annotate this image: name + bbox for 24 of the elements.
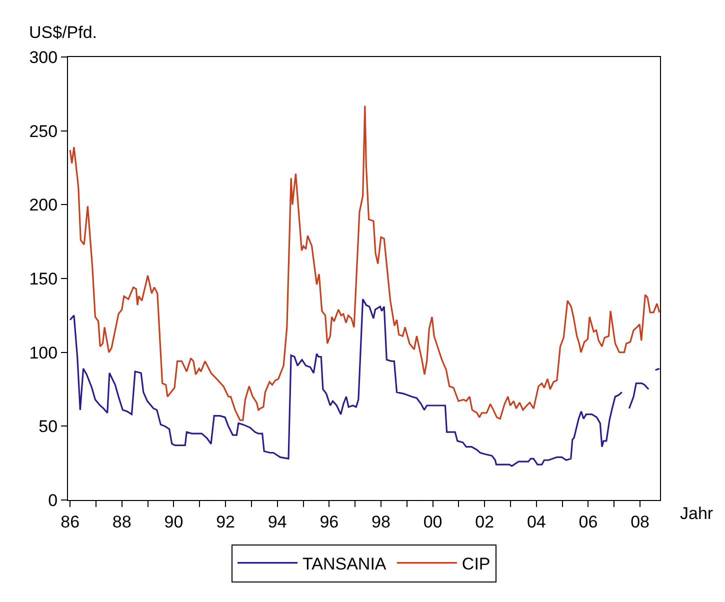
y-tick-label: 300: [29, 48, 58, 67]
x-tick-label: 98: [372, 512, 390, 532]
y-tick-label: 250: [29, 122, 58, 141]
y-axis-title: US$/Pfd.: [29, 23, 98, 42]
x-tick-label: 94: [268, 512, 287, 532]
y-tick-label: 0: [48, 490, 58, 510]
x-axis-title: Jahr: [680, 504, 714, 523]
x-tick-label: 90: [164, 512, 184, 532]
x-tick-label: 06: [578, 512, 598, 532]
y-tick-label: 50: [38, 417, 58, 436]
legend-label: CIP: [462, 554, 490, 574]
x-tick-label: 04: [526, 512, 546, 532]
line-series: [69, 104, 660, 422]
x-tick-label: 00: [423, 512, 442, 532]
x-tick-label: 86: [60, 512, 80, 532]
y-tick-label: 200: [29, 196, 58, 215]
y-tick-label: 150: [29, 269, 58, 288]
x-tick-label: 92: [216, 512, 235, 532]
legend-label: TANSANIA: [302, 554, 387, 574]
x-tick-label: 96: [320, 512, 339, 532]
x-tick-label: 08: [630, 512, 650, 532]
x-tick-label: 88: [112, 512, 132, 532]
y-tick-label: 100: [29, 343, 58, 362]
x-tick-label: 02: [475, 512, 494, 532]
